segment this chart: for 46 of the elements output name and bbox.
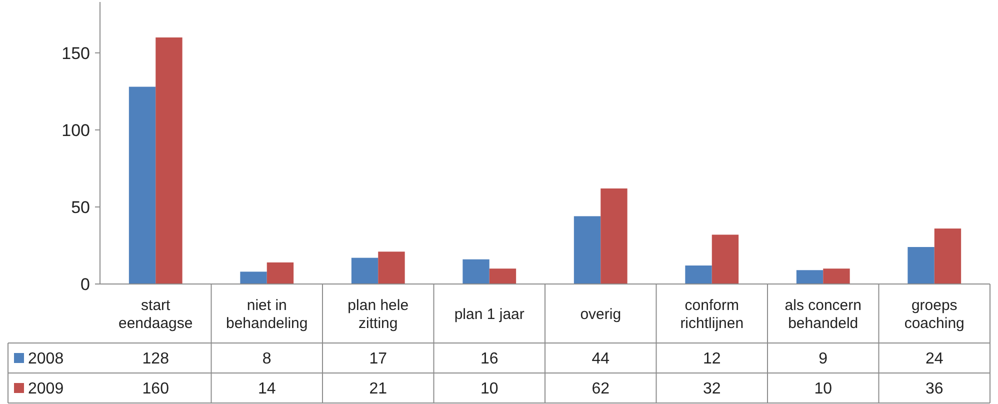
- data-label: 16: [480, 350, 498, 368]
- data-label: 14: [258, 380, 276, 398]
- bar: [908, 247, 934, 284]
- bar: [489, 268, 516, 284]
- bar: [351, 258, 378, 284]
- data-label: 10: [480, 380, 498, 398]
- y-tick-label: 0: [80, 274, 90, 294]
- data-label: 62: [592, 380, 610, 398]
- bar: [796, 270, 824, 284]
- data-label: 17: [369, 350, 388, 368]
- bar: [574, 216, 601, 284]
- bar: [128, 86, 156, 284]
- data-label: 128: [142, 350, 170, 368]
- data-label: 21: [369, 380, 388, 398]
- data-label: 44: [592, 350, 610, 368]
- y-tick-label: 150: [62, 44, 90, 63]
- x-tick-label: plan 1 jaar: [454, 306, 524, 323]
- bar: [378, 252, 405, 284]
- legend-label: 2009: [28, 380, 64, 398]
- bar: [823, 268, 850, 284]
- data-label: 12: [702, 350, 721, 368]
- data-label: 160: [142, 380, 170, 398]
- x-tick-label: groeps coaching: [904, 296, 964, 332]
- bar: [712, 234, 739, 284]
- bar: [156, 37, 182, 284]
- x-tick-label: start eendaagse: [118, 296, 193, 332]
- x-tick-label: plan hele zitting: [348, 296, 409, 332]
- data-label: 24: [925, 350, 944, 368]
- data-label: 32: [702, 380, 721, 398]
- data-label: 9: [818, 350, 828, 368]
- x-tick-label: als concern behandeld: [784, 296, 862, 332]
- bar: [600, 188, 628, 284]
- data-label: 36: [925, 380, 944, 398]
- bar: [462, 259, 490, 284]
- bar: [266, 262, 294, 284]
- bar: [934, 228, 962, 284]
- bar: [240, 272, 267, 284]
- legend-label: 2008: [28, 350, 64, 368]
- x-tick-label: niet in behandeling: [226, 296, 308, 332]
- bar: [685, 266, 712, 284]
- y-tick-label: 50: [71, 198, 90, 217]
- x-tick-label: conform richtlijnen: [680, 296, 744, 332]
- data-label: 8: [262, 350, 272, 368]
- y-tick-label: 100: [62, 120, 90, 140]
- x-tick-label: overig: [580, 306, 622, 323]
- data-label: 10: [814, 380, 832, 398]
